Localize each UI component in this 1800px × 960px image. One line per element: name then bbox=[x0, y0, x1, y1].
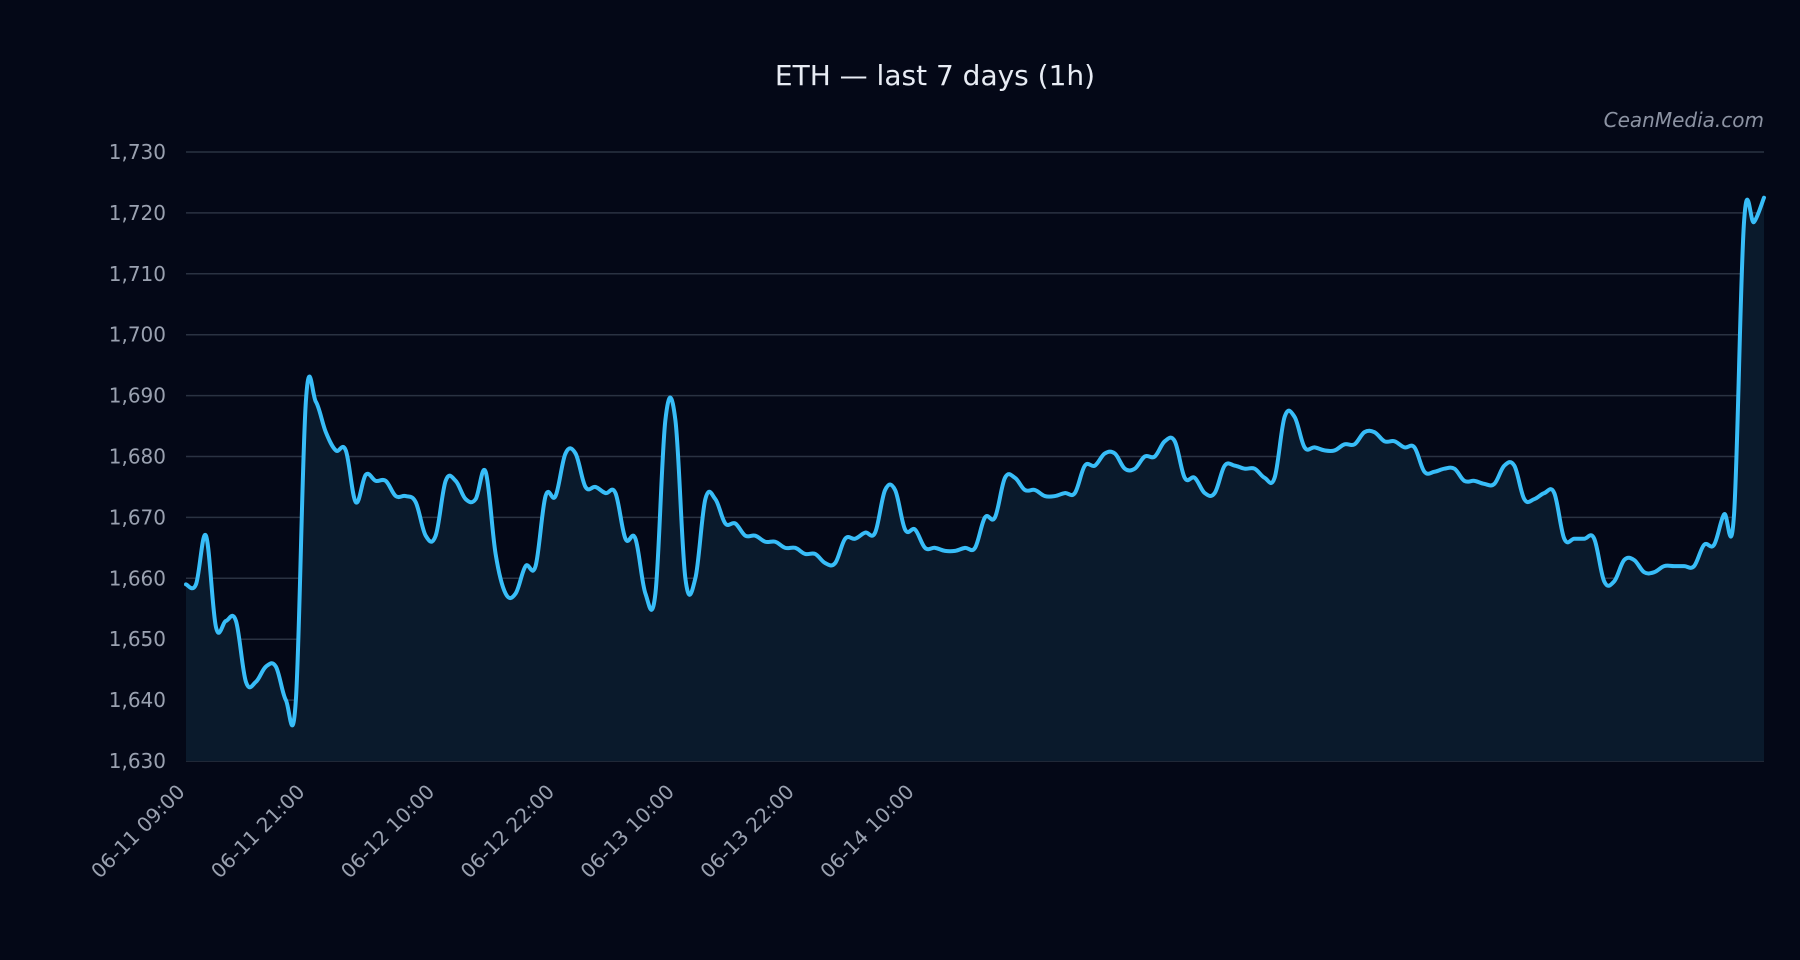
y-tick-label: 1,640 bbox=[109, 688, 166, 712]
watermark-label: CeanMedia.com bbox=[1604, 108, 1764, 132]
y-tick-label: 1,660 bbox=[109, 566, 166, 590]
price-line bbox=[184, 195, 1766, 728]
y-tick-label: 1,630 bbox=[109, 749, 166, 773]
y-tick-label: 1,650 bbox=[109, 627, 166, 651]
y-tick-label: 1,700 bbox=[109, 323, 166, 347]
y-tick-label: 1,710 bbox=[109, 262, 166, 286]
y-tick-label: 1,690 bbox=[109, 384, 166, 408]
y-tick-label: 1,730 bbox=[109, 140, 166, 164]
price-area-fill bbox=[186, 197, 1764, 762]
y-tick-label: 1,680 bbox=[109, 445, 166, 469]
y-tick-label: 1,670 bbox=[109, 505, 166, 529]
y-axis-ticks: 1,630 1,640 1,650 1,660 1,670 1,680 1,690 1,700… bbox=[109, 140, 166, 773]
chart-title: ETH — last 7 days (1h) bbox=[775, 59, 1095, 92]
y-tick-label: 1,720 bbox=[109, 201, 166, 225]
